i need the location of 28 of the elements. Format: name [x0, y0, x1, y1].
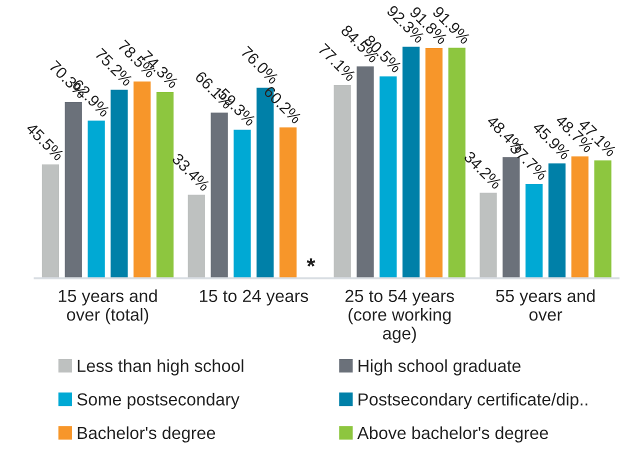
- legend-label: Less than high school: [78, 359, 244, 376]
- bar: [187, 194, 206, 278]
- x-tick-label: 55 years and over: [496, 289, 595, 321]
- bar: [548, 162, 566, 278]
- legend-label: Postsecondary certificate/dip..: [358, 392, 588, 410]
- bar: [278, 126, 298, 278]
- annotation: *: [306, 258, 316, 267]
- x-tick-label: 25 to 54 years (core working age): [345, 290, 454, 343]
- bar: [332, 84, 352, 278]
- bar: [156, 91, 174, 278]
- legend-label: Bachelor's degree: [78, 426, 216, 443]
- bar: [378, 76, 398, 278]
- bar: [232, 128, 252, 278]
- legend-label: Above bachelor's degree: [357, 426, 548, 443]
- bar: [448, 46, 466, 278]
- bar: [593, 160, 612, 278]
- legend-label: High school graduate: [358, 359, 521, 376]
- bar: [524, 183, 544, 278]
- x-tick-label: 15 to 24 years: [200, 290, 308, 306]
- bar: [86, 120, 106, 278]
- bar: [402, 46, 420, 278]
- bar: [41, 164, 60, 278]
- bar: [110, 88, 129, 278]
- bar: [570, 155, 590, 278]
- bar: [424, 47, 444, 278]
- legend-label: Some postsecondary: [77, 392, 240, 410]
- bar: [478, 192, 498, 278]
- x-tick-label: 15 years and over (total): [58, 289, 157, 324]
